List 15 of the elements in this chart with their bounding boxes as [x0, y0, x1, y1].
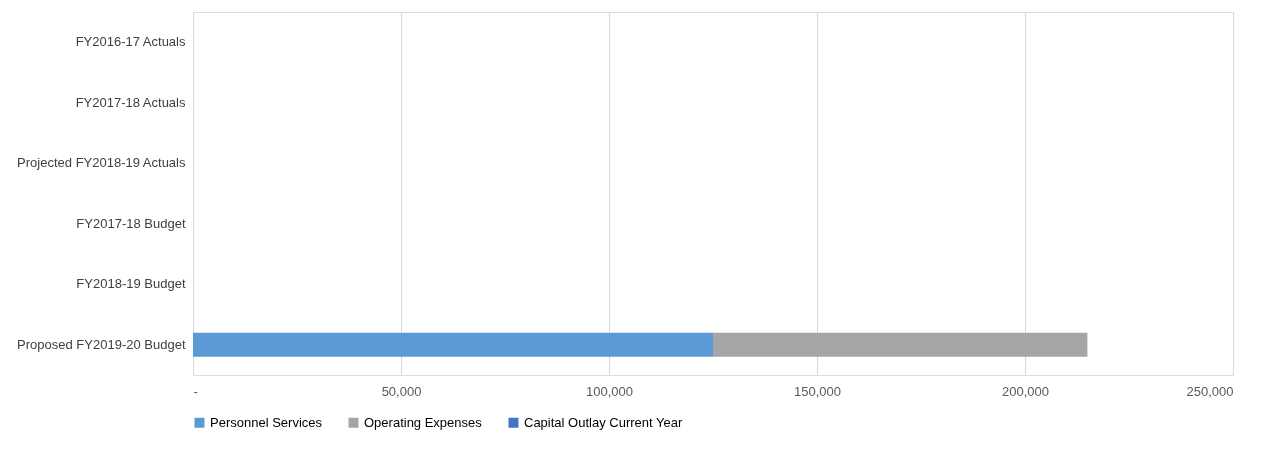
- x-tick-label: 250,000: [1186, 383, 1234, 399]
- legend-label: Personnel Services: [210, 414, 323, 430]
- x-tick-label: 50,000: [381, 383, 422, 399]
- y-tick-label: Proposed FY2019-20 Budget: [17, 336, 186, 352]
- legend-label: Operating Expenses: [364, 414, 483, 430]
- y-tick-label: FY2017-18 Budget: [76, 215, 186, 231]
- legend-label: Capital Outlay Current Year: [524, 414, 683, 430]
- x-tick-label: 200,000: [1002, 383, 1049, 399]
- x-tick-label: 150,000: [794, 383, 841, 399]
- y-tick-label: Projected FY2018-19 Actuals: [17, 155, 186, 171]
- x-tick-label: 100,000: [586, 383, 633, 399]
- x-tick-label: -: [193, 383, 198, 399]
- y-tick-label: FY2018-19 Budget: [76, 276, 186, 292]
- y-tick-label: FY2017-18 Actuals: [75, 94, 186, 110]
- y-tick-label: FY2016-17 Actuals: [75, 34, 186, 50]
